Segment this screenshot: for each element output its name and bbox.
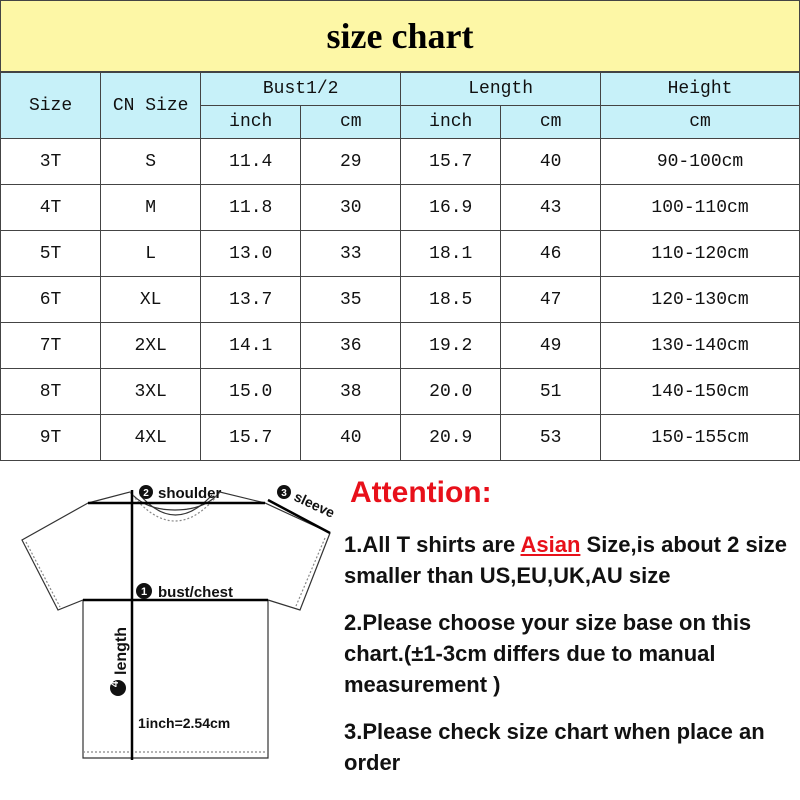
table-row: 4T M 11.8 30 16.9 43 100-110cm xyxy=(0,184,800,231)
table-cell: 40 xyxy=(500,138,602,185)
table-cell: 3XL xyxy=(100,368,202,415)
note-3: 3.Please check size chart when place an … xyxy=(344,719,765,775)
table-cell: 33 xyxy=(300,230,402,277)
size-table: Size CN Size Bust1/2 Length Height inch … xyxy=(0,72,800,461)
number-1-label: 1 xyxy=(141,586,147,598)
table-cell: 15.7 xyxy=(200,414,302,461)
table-cell: 18.1 xyxy=(400,230,502,277)
table-cell: S xyxy=(100,138,202,185)
table-cell: 14.1 xyxy=(200,322,302,369)
table-cell: 9T xyxy=(0,414,102,461)
table-cell: 2XL xyxy=(100,322,202,369)
table-cell: 51 xyxy=(500,368,602,415)
table-row: 5T L 13.0 33 18.1 46 110-120cm xyxy=(0,230,800,277)
shoulder-label: shoulder xyxy=(158,485,222,502)
number-2-icon xyxy=(139,485,153,499)
header-length-inch: inch xyxy=(400,105,502,139)
table-cell: 46 xyxy=(500,230,602,277)
table-cell: 13.0 xyxy=(200,230,302,277)
table-cell: 20.9 xyxy=(400,414,502,461)
header-height-cm: cm xyxy=(600,105,800,139)
table-cell: 100-110cm xyxy=(600,184,800,231)
header-size: Size xyxy=(0,72,102,139)
tshirt-diagram: 2 shoulder 3 sleeve 1 bust/chest 4 lengt… xyxy=(21,485,337,760)
table-cell: 36 xyxy=(300,322,402,369)
table-cell: 8T xyxy=(0,368,102,415)
header-length: Length xyxy=(400,72,602,106)
table-cell: 38 xyxy=(300,368,402,415)
asian-highlight: Asian xyxy=(520,532,581,557)
table-row: 7T 2XL 14.1 36 19.2 49 130-140cm xyxy=(0,322,800,369)
note-1: 1.All T shirts are Asian Size,is about 2… xyxy=(344,529,800,591)
table-cell: 18.5 xyxy=(400,276,502,323)
table-row: 9T 4XL 15.7 40 20.9 53 150-155cm xyxy=(0,414,800,461)
table-cell: 15.7 xyxy=(400,138,502,185)
note-2: 2.Please choose your size base on this c… xyxy=(344,610,752,697)
table-cell: 140-150cm xyxy=(600,368,800,415)
table-row: 6T XL 13.7 35 18.5 47 120-130cm xyxy=(0,276,800,323)
table-cell: 19.2 xyxy=(400,322,502,369)
note-1-text: 1.All T shirts are xyxy=(344,532,521,557)
number-3-icon xyxy=(277,485,291,499)
header-height: Height xyxy=(600,72,800,106)
table-cell: 29 xyxy=(300,138,402,185)
table-cell: 49 xyxy=(500,322,602,369)
table-cell: M xyxy=(100,184,202,231)
bust-label: bust/chest xyxy=(158,584,233,601)
table-cell: 5T xyxy=(0,230,102,277)
table-cell: 16.9 xyxy=(400,184,502,231)
number-1-icon xyxy=(136,583,152,599)
header-bust: Bust1/2 xyxy=(200,72,402,106)
table-cell: 47 xyxy=(500,276,602,323)
table-cell: XL xyxy=(100,276,202,323)
table-cell: 130-140cm xyxy=(600,322,800,369)
table-cell: 30 xyxy=(300,184,402,231)
header-length-cm: cm xyxy=(500,105,602,139)
table-cell: 120-130cm xyxy=(600,276,800,323)
table-cell: 53 xyxy=(500,414,602,461)
table-cell: L xyxy=(100,230,202,277)
conversion-label: 1inch=2.54cm xyxy=(138,715,230,731)
table-cell: 13.7 xyxy=(200,276,302,323)
table-cell: 110-120cm xyxy=(600,230,800,277)
table-cell: 20.0 xyxy=(400,368,502,415)
header-cn-size: CN Size xyxy=(100,72,202,139)
table-cell: 15.0 xyxy=(200,368,302,415)
attention-heading: Attention: xyxy=(350,476,492,509)
table-cell: 90-100cm xyxy=(600,138,800,185)
table-row: 8T 3XL 15.0 38 20.0 51 140-150cm xyxy=(0,368,800,415)
table-cell: 4T xyxy=(0,184,102,231)
table-cell: 43 xyxy=(500,184,602,231)
table-cell: 6T xyxy=(0,276,102,323)
table-cell: 150-155cm xyxy=(600,414,800,461)
table-cell: 35 xyxy=(300,276,402,323)
header-bust-inch: inch xyxy=(200,105,302,139)
table-cell: 11.4 xyxy=(200,138,302,185)
table-cell: 3T xyxy=(0,138,102,185)
table-cell: 7T xyxy=(0,322,102,369)
note-1-text-end: Size,is about 2 size smaller than US,EU,… xyxy=(344,532,788,588)
number-4-icon xyxy=(110,680,126,696)
table-cell: 40 xyxy=(300,414,402,461)
length-label: length xyxy=(113,627,130,675)
number-4-label: 4 xyxy=(109,680,121,687)
table-cell: 11.8 xyxy=(200,184,302,231)
page-title: size chart xyxy=(0,0,800,72)
header-bust-cm: cm xyxy=(300,105,402,139)
number-3-label: 3 xyxy=(281,488,287,499)
table-cell: 4XL xyxy=(100,414,202,461)
table-row: 3T S 11.4 29 15.7 40 90-100cm xyxy=(0,138,800,185)
number-2-label: 2 xyxy=(143,488,149,499)
